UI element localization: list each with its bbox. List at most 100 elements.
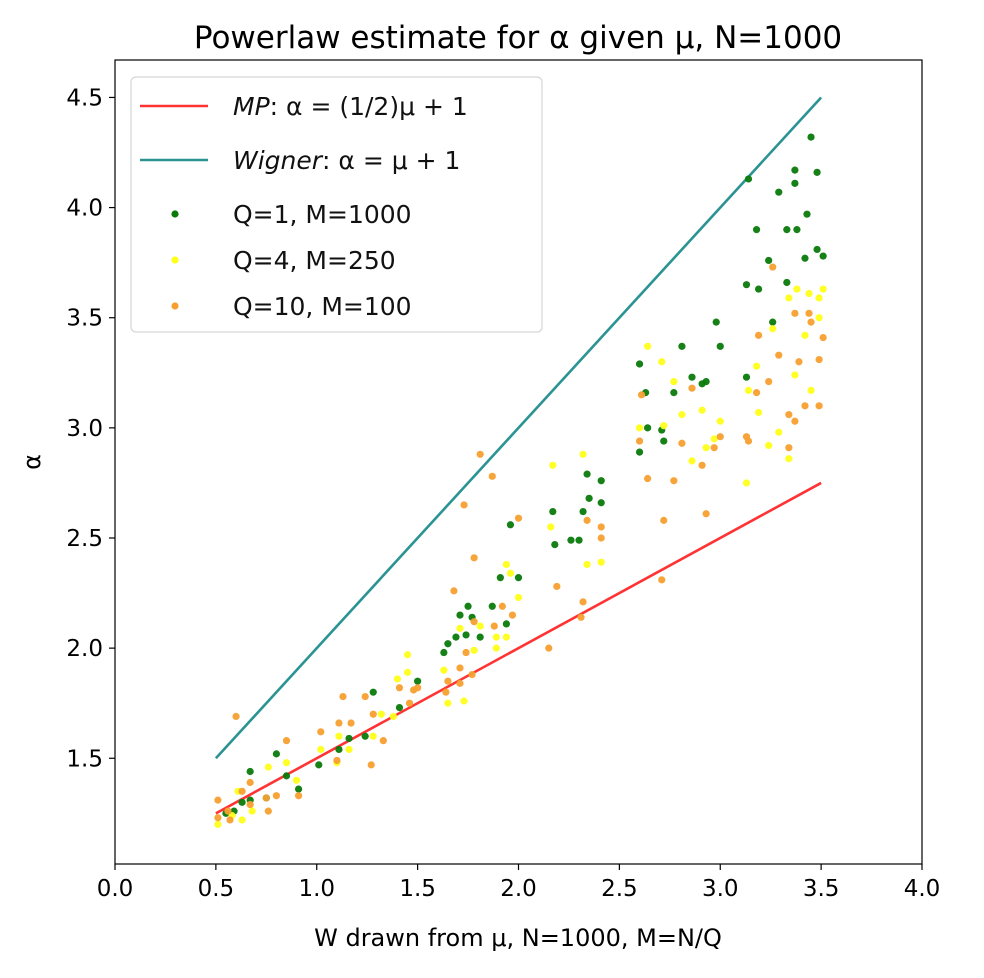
data-point-series-2 bbox=[815, 402, 823, 410]
data-point-series-0 bbox=[414, 677, 422, 685]
data-point-series-0 bbox=[395, 704, 404, 712]
data-point-series-2 bbox=[801, 402, 809, 410]
x-tick-label: 0.5 bbox=[198, 876, 235, 902]
data-point-series-2 bbox=[462, 648, 470, 657]
data-point-series-2 bbox=[807, 318, 815, 326]
data-point-series-2 bbox=[678, 439, 686, 447]
data-point-series-2 bbox=[791, 417, 799, 425]
data-point-series-2 bbox=[339, 692, 347, 701]
data-point-series-2 bbox=[272, 792, 280, 800]
data-point-series-0 bbox=[775, 188, 783, 196]
data-point-series-2 bbox=[752, 389, 761, 397]
data-point-series-1 bbox=[688, 457, 696, 465]
legend-marker-series-0 bbox=[171, 210, 179, 218]
data-point-series-1 bbox=[238, 816, 246, 824]
data-point-series-2 bbox=[470, 618, 478, 626]
data-point-series-2 bbox=[819, 333, 827, 342]
data-point-series-2 bbox=[476, 450, 484, 458]
data-point-series-0 bbox=[551, 541, 559, 549]
y-tick-label: 3.5 bbox=[66, 306, 103, 332]
data-point-series-1 bbox=[785, 455, 793, 463]
data-point-series-2 bbox=[488, 472, 496, 480]
data-point-series-2 bbox=[514, 514, 523, 522]
x-tick-label: 4.0 bbox=[904, 876, 941, 902]
data-point-series-2 bbox=[335, 719, 343, 727]
data-point-series-2 bbox=[769, 263, 777, 271]
data-point-series-0 bbox=[549, 507, 557, 516]
data-point-series-2 bbox=[347, 719, 355, 727]
y-axis: 1.5 2.0 2.5 3.0 3.5 4.0 4.5 bbox=[66, 85, 115, 772]
data-point-series-0 bbox=[742, 281, 751, 289]
data-point-series-2 bbox=[710, 444, 718, 452]
data-point-series-1 bbox=[801, 331, 809, 339]
chart-title: Powerlaw estimate for α given μ, N=1000 bbox=[194, 20, 842, 56]
x-tick-label: 2.0 bbox=[500, 876, 537, 902]
data-point-series-0 bbox=[807, 133, 815, 141]
data-point-series-1 bbox=[282, 759, 291, 767]
data-point-series-2 bbox=[264, 807, 272, 815]
data-point-series-1 bbox=[502, 633, 510, 641]
data-point-series-2 bbox=[579, 598, 587, 606]
data-point-series-1 bbox=[317, 745, 325, 754]
data-point-series-2 bbox=[262, 794, 270, 802]
data-point-series-0 bbox=[783, 226, 791, 234]
data-point-series-1 bbox=[635, 424, 644, 432]
y-tick-label: 4.5 bbox=[66, 85, 103, 111]
x-axis-label: W drawn from μ, N=1000, M=N/Q bbox=[314, 924, 722, 952]
data-point-series-2 bbox=[577, 613, 585, 621]
data-point-series-2 bbox=[508, 611, 517, 619]
mp-line bbox=[215, 481, 822, 815]
data-point-series-1 bbox=[670, 378, 678, 386]
data-point-series-1 bbox=[597, 558, 605, 566]
x-tick-label: 3.0 bbox=[702, 876, 739, 902]
data-point-series-0 bbox=[361, 732, 369, 740]
data-point-series-2 bbox=[670, 477, 678, 485]
data-point-series-0 bbox=[452, 633, 460, 641]
data-point-series-1 bbox=[369, 732, 377, 740]
data-point-series-1 bbox=[710, 435, 718, 443]
data-point-series-2 bbox=[456, 664, 464, 672]
data-point-series-1 bbox=[549, 461, 557, 469]
data-point-series-1 bbox=[456, 624, 464, 632]
data-point-series-0 bbox=[488, 602, 496, 610]
data-point-series-1 bbox=[765, 441, 773, 450]
data-point-series-2 bbox=[795, 358, 803, 366]
data-point-series-0 bbox=[769, 318, 777, 326]
data-point-series-1 bbox=[807, 386, 815, 395]
data-point-series-2 bbox=[214, 814, 222, 822]
data-point-series-0 bbox=[752, 226, 761, 234]
data-point-series-2 bbox=[369, 710, 377, 718]
y-tick-label: 2.5 bbox=[66, 526, 103, 552]
legend-label-series-2: Q=10, M=100 bbox=[233, 292, 412, 321]
data-point-series-1 bbox=[403, 668, 412, 676]
data-point-series-0 bbox=[783, 278, 791, 287]
data-point-series-2 bbox=[333, 756, 341, 765]
data-point-series-0 bbox=[294, 785, 303, 793]
legend-marker-series-1 bbox=[171, 256, 179, 264]
data-point-series-1 bbox=[492, 633, 500, 641]
data-point-series-0 bbox=[819, 252, 827, 260]
data-point-series-1 bbox=[335, 732, 343, 740]
data-point-series-1 bbox=[492, 644, 500, 652]
data-point-series-1 bbox=[440, 666, 448, 674]
data-point-series-2 bbox=[744, 437, 753, 445]
x-tick-label: 3.5 bbox=[803, 876, 840, 902]
x-tick-label: 0.0 bbox=[97, 876, 134, 902]
y-axis-label: α bbox=[18, 454, 46, 470]
legend-label-wigner: Wigner: α = μ + 1 bbox=[233, 146, 460, 175]
data-point-series-1 bbox=[403, 651, 412, 659]
data-point-series-2 bbox=[805, 309, 813, 317]
data-point-series-0 bbox=[440, 648, 448, 657]
data-point-series-0 bbox=[575, 536, 583, 544]
data-point-series-0 bbox=[702, 378, 710, 386]
data-point-series-0 bbox=[712, 318, 720, 326]
data-point-series-0 bbox=[496, 574, 504, 582]
data-point-series-0 bbox=[754, 285, 763, 293]
data-point-series-2 bbox=[294, 792, 303, 800]
data-point-series-0 bbox=[597, 477, 605, 485]
data-point-series-0 bbox=[506, 521, 515, 529]
data-point-series-0 bbox=[583, 470, 591, 478]
data-point-series-0 bbox=[635, 360, 644, 368]
data-point-series-1 bbox=[805, 289, 813, 298]
data-point-series-1 bbox=[819, 285, 827, 293]
